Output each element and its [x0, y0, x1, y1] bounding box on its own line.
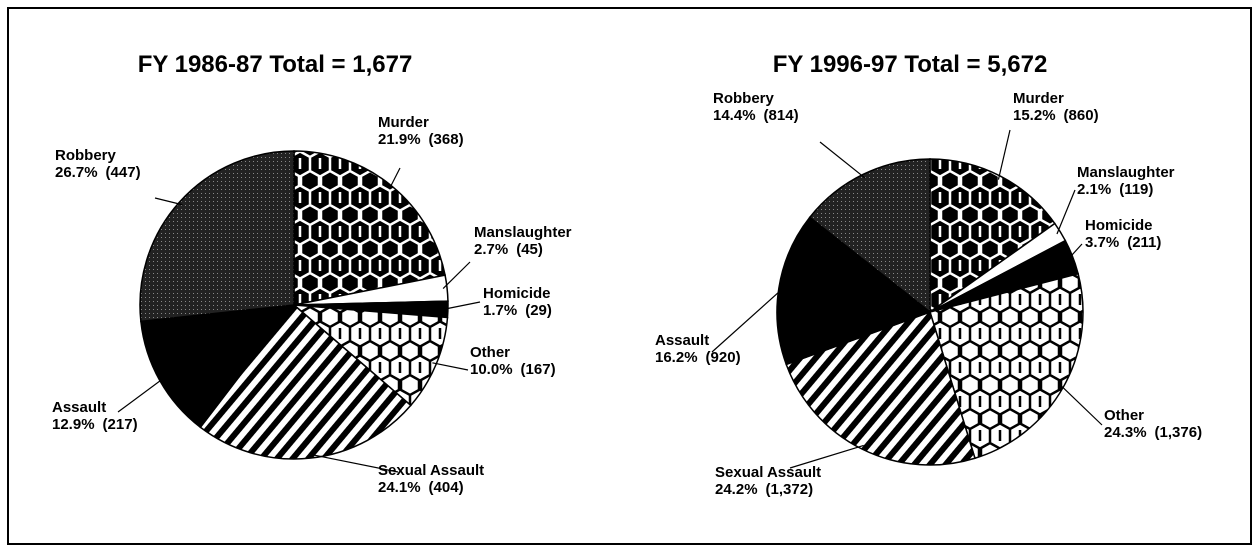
slice-label: Homicide [483, 285, 551, 302]
slice-label: Assault [52, 399, 106, 416]
leader-line [819, 141, 866, 179]
percent-label: 12.9% [52, 416, 95, 433]
percent-label: 26.7% [55, 164, 98, 181]
slice-value: 3.7% (211) [1085, 234, 1161, 251]
percent-label: 10.0% [470, 361, 513, 378]
count-label: (217) [103, 416, 138, 433]
count-label: (920) [706, 349, 741, 366]
slice-label: Homicide [1085, 217, 1153, 234]
count-label: (860) [1064, 107, 1099, 124]
pie-slice [929, 158, 1056, 314]
leader-line [1056, 189, 1076, 235]
slice-label: Other [1104, 407, 1144, 424]
slice-value: 15.2% (860) [1013, 107, 1099, 124]
slice-value: 1.7% (29) [483, 302, 552, 319]
slice-value: 24.1% (404) [378, 479, 464, 496]
slice-label: Robbery [713, 90, 775, 107]
slice-value: 24.2% (1,372) [715, 481, 813, 498]
percent-label: 21.9% [378, 131, 421, 148]
pie-slice [199, 303, 412, 460]
leader-line [432, 362, 469, 371]
slice-label: Other [470, 344, 510, 361]
count-label: (167) [521, 361, 556, 378]
pie-slice [291, 304, 449, 407]
slice-label: Assault [655, 332, 709, 349]
leader-line [154, 197, 183, 206]
percent-label: 24.2% [715, 481, 758, 498]
count-label: (119) [1119, 181, 1153, 198]
leader-line [789, 444, 864, 469]
slice-label: Murder [1013, 90, 1064, 107]
frame [7, 7, 1252, 545]
pie-slice [139, 150, 295, 323]
slice-value: 2.1% (119) [1077, 181, 1153, 198]
pie-slice [785, 311, 976, 466]
count-label: (404) [429, 479, 464, 496]
leader-line [711, 288, 784, 353]
slice-label: Murder [378, 114, 429, 131]
slice-value: 10.0% (167) [470, 361, 556, 378]
leader-line [309, 453, 399, 473]
slice-value: 24.3% (1,376) [1104, 424, 1202, 441]
percent-label: 24.1% [378, 479, 421, 496]
count-label: (1,372) [766, 481, 814, 498]
percent-label: 2.1% [1077, 181, 1111, 198]
slice-value: 14.4% (814) [713, 107, 799, 124]
pie-slice [293, 150, 446, 306]
count-label: (447) [106, 164, 141, 181]
slice-label: Manslaughter [1077, 164, 1175, 181]
slice-label: Sexual Assault [378, 462, 484, 479]
leader-line [443, 301, 481, 310]
count-label: (29) [525, 302, 552, 319]
pie-slice [929, 272, 1084, 460]
percent-label: 16.2% [655, 349, 698, 366]
leader-line [997, 129, 1011, 180]
leader-line [1068, 243, 1083, 259]
chart-title: FY 1986-87 Total = 1,677 [138, 51, 413, 78]
leader-line [388, 167, 401, 190]
slice-value: 12.9% (217) [52, 416, 138, 433]
slice-value: 2.7% (45) [474, 241, 543, 258]
leader-line [1059, 384, 1103, 426]
count-label: (45) [516, 241, 543, 258]
slice-value: 21.9% (368) [378, 131, 464, 148]
leader-line [117, 378, 164, 413]
percent-label: 2.7% [474, 241, 508, 258]
count-label: (1,376) [1155, 424, 1203, 441]
slice-value: 16.2% (920) [655, 349, 741, 366]
pie-slice [808, 158, 931, 314]
count-label: (814) [764, 107, 799, 124]
percent-label: 3.7% [1085, 234, 1119, 251]
percent-label: 1.7% [483, 302, 517, 319]
percent-label: 14.4% [713, 107, 756, 124]
pie-slice [776, 216, 932, 366]
slice-value: 26.7% (447) [55, 164, 141, 181]
percent-label: 15.2% [1013, 107, 1056, 124]
count-label: (368) [429, 131, 464, 148]
leader-line [442, 261, 471, 289]
count-label: (211) [1127, 234, 1161, 251]
percent-label: 24.3% [1104, 424, 1147, 441]
slice-label: Sexual Assault [715, 464, 821, 481]
chart-title: FY 1996-97 Total = 5,672 [773, 51, 1048, 78]
slice-label: Manslaughter [474, 224, 572, 241]
slice-label: Robbery [55, 147, 117, 164]
